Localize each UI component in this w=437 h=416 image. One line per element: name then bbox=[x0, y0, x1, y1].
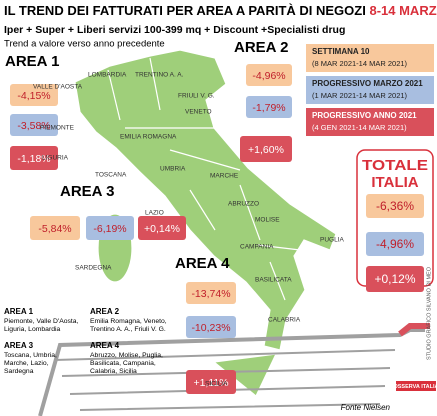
region-label: LIGURIA bbox=[42, 155, 69, 162]
value-label: +1,60% bbox=[248, 144, 284, 156]
key-text: Piemonte, Valle D'Aosta, bbox=[4, 318, 79, 325]
content: SETTIMANA 10 (8 MAR 2021-14 MAR 2021) PROG… bbox=[4, 39, 437, 412]
key-label: AREA 4 bbox=[90, 341, 120, 350]
value-box bbox=[30, 216, 80, 240]
region-label: LAZIO bbox=[145, 210, 164, 217]
key-text: Liguria, Lombardia bbox=[4, 326, 61, 333]
region-label: TRENTINO A. A. bbox=[135, 72, 184, 79]
legend-swatch bbox=[306, 108, 434, 136]
value-box bbox=[366, 232, 424, 256]
value-label: -6,36% bbox=[376, 199, 414, 213]
legend-label: PROGRESSIVO ANNO 2021 bbox=[312, 111, 417, 120]
region-label: TOSCANA bbox=[95, 172, 127, 179]
key-text: Basilicata, Campania, bbox=[90, 360, 156, 367]
value-label: -4,96% bbox=[252, 70, 285, 82]
region-label: PUGLIA bbox=[320, 237, 345, 244]
area-label: AREA 3 bbox=[60, 183, 114, 200]
value-box bbox=[138, 216, 186, 240]
value-box bbox=[240, 136, 292, 162]
region-label: SARDEGNA bbox=[75, 265, 112, 272]
key-label: AREA 2 bbox=[90, 307, 120, 316]
region-label: ABRUZZO bbox=[228, 201, 259, 208]
region-label: FRIULI V. G. bbox=[178, 93, 215, 100]
region-label: BASILICATA bbox=[255, 277, 292, 284]
key-label: AREA 1 bbox=[4, 307, 34, 316]
value-label: -10,23% bbox=[191, 322, 230, 334]
area-label: AREA 4 bbox=[175, 255, 230, 272]
legend-label: PROGRESSIVO MARZO 2021 bbox=[312, 79, 423, 88]
key-text: Calabria, Sicilia bbox=[90, 368, 137, 375]
total-label: TOTALE bbox=[362, 157, 428, 174]
value-box bbox=[86, 216, 134, 240]
key-text: Marche, Lazio, bbox=[4, 360, 49, 367]
key-text: Trentino A. A., Friuli V. G. bbox=[90, 326, 166, 333]
logo: OSSERVA ITALIA bbox=[393, 384, 437, 390]
credit: STUDIO GRAFICO SILVANO DI MEO bbox=[426, 266, 432, 360]
logo-bg bbox=[396, 381, 436, 391]
value-label: -5,84% bbox=[38, 223, 71, 235]
value-label: -3,58% bbox=[17, 120, 50, 132]
value-box bbox=[186, 282, 236, 304]
value-label: -6,19% bbox=[93, 223, 126, 235]
region-borders bbox=[107, 57, 301, 301]
region-label: SICILIA bbox=[205, 381, 228, 388]
region-label: MARCHE bbox=[210, 173, 239, 180]
value-box bbox=[10, 84, 58, 106]
legend-swatch bbox=[306, 44, 434, 72]
region-label: MOLISE bbox=[255, 217, 280, 224]
region-label: CAMPANIA bbox=[240, 244, 274, 251]
value-box bbox=[10, 146, 58, 170]
value-box bbox=[186, 370, 236, 394]
value-label: -1,79% bbox=[252, 102, 285, 114]
region-label: UMBRIA bbox=[160, 166, 186, 173]
value-box bbox=[366, 266, 424, 292]
key-text: Emilia Romagna, Veneto, bbox=[90, 318, 167, 325]
legend-swatch bbox=[306, 76, 434, 104]
area-label: AREA 1 bbox=[5, 53, 59, 70]
key-text: Abruzzo, Molise, Puglia, bbox=[90, 352, 163, 359]
value-box bbox=[10, 114, 58, 136]
region-label: VALLE D'AOSTA bbox=[33, 84, 83, 91]
total-label: ITALIA bbox=[371, 174, 418, 191]
key-label: AREA 3 bbox=[4, 341, 34, 350]
key-text: Sardegna bbox=[4, 368, 34, 375]
value-label: +0,12% bbox=[374, 272, 415, 286]
value-label: +1,11% bbox=[193, 377, 228, 389]
region-label: PIEMONTE bbox=[40, 125, 75, 132]
value-box bbox=[246, 96, 292, 118]
note: Trend a valore verso anno precedente bbox=[4, 39, 165, 50]
cart-grip bbox=[398, 323, 430, 337]
value-box bbox=[246, 64, 292, 86]
value-label: +0,14% bbox=[144, 223, 180, 235]
legend-period: (1 MAR 2021-14 MAR 2021) bbox=[312, 91, 408, 100]
region-label: LOMBARDIA bbox=[88, 72, 127, 79]
title-date: 8-14 MARZO 2021 bbox=[369, 3, 437, 18]
cart-handle bbox=[38, 328, 425, 416]
key-text: Toscana, Umbria, bbox=[4, 352, 57, 359]
area-label: AREA 2 bbox=[234, 39, 288, 56]
value-label: -1,18% bbox=[17, 153, 50, 165]
region-label: VENETO bbox=[185, 109, 212, 116]
value-label: -13,74% bbox=[191, 288, 230, 300]
region-label: CALABRIA bbox=[268, 317, 301, 324]
legend-period: (8 MAR 2021-14 MAR 2021) bbox=[312, 59, 408, 68]
value-box bbox=[366, 194, 424, 218]
source: Fonte Nielsen bbox=[341, 403, 391, 412]
title: IL TREND DEI FATTURATI PER AREA A PARITÀ… bbox=[4, 3, 437, 18]
title-main: IL TREND DEI FATTURATI PER AREA A PARITÀ… bbox=[4, 3, 366, 18]
legend-label: SETTIMANA 10 bbox=[312, 47, 370, 56]
italy-mainland bbox=[74, 49, 337, 351]
region-label: EMILIA ROMAGNA bbox=[120, 134, 177, 141]
legend-period: (4 GEN 2021-14 MAR 2021) bbox=[312, 123, 407, 132]
subtitle: Iper + Super + Liberi servizi 100-399 mq… bbox=[4, 24, 345, 36]
value-label: -4,96% bbox=[376, 237, 414, 251]
value-label: -4,15% bbox=[17, 90, 50, 102]
value-box bbox=[186, 316, 236, 338]
